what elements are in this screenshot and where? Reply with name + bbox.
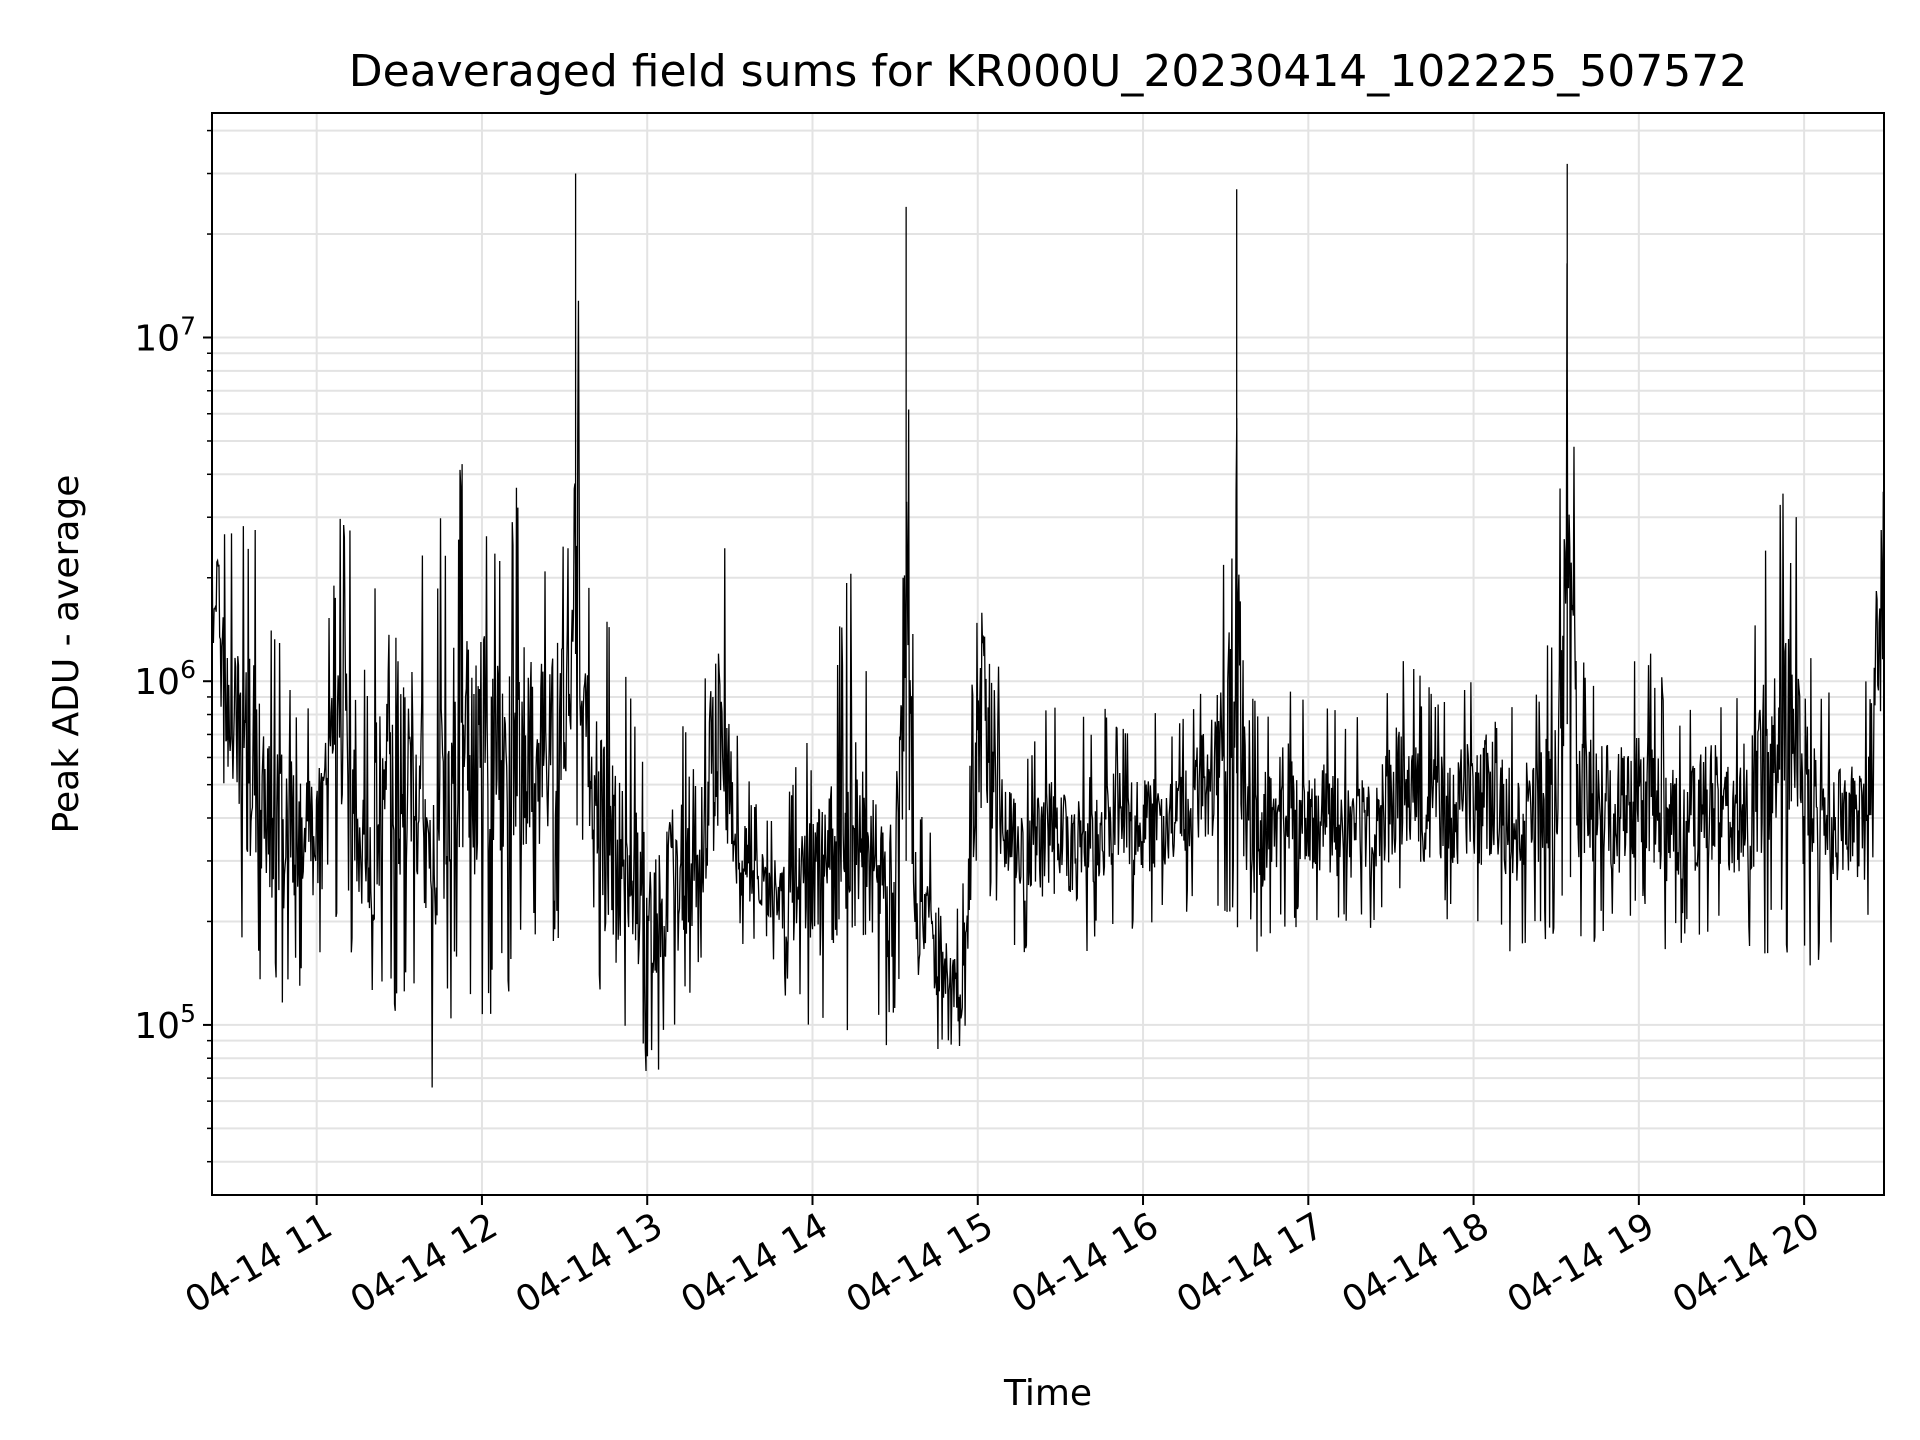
x-axis-label: Time xyxy=(1003,1373,1092,1414)
y-tick-label: 107 xyxy=(134,312,196,360)
y-axis-label: Peak ADU - average xyxy=(46,475,87,834)
series-layer xyxy=(212,163,1884,1088)
plot-frame xyxy=(211,112,1885,1196)
chart-title: Deaveraged field sums for KR000U_2023041… xyxy=(349,46,1747,97)
series-line xyxy=(212,163,1884,1088)
y-tick-label: 106 xyxy=(134,655,196,703)
y-tick-label: 105 xyxy=(134,999,196,1047)
